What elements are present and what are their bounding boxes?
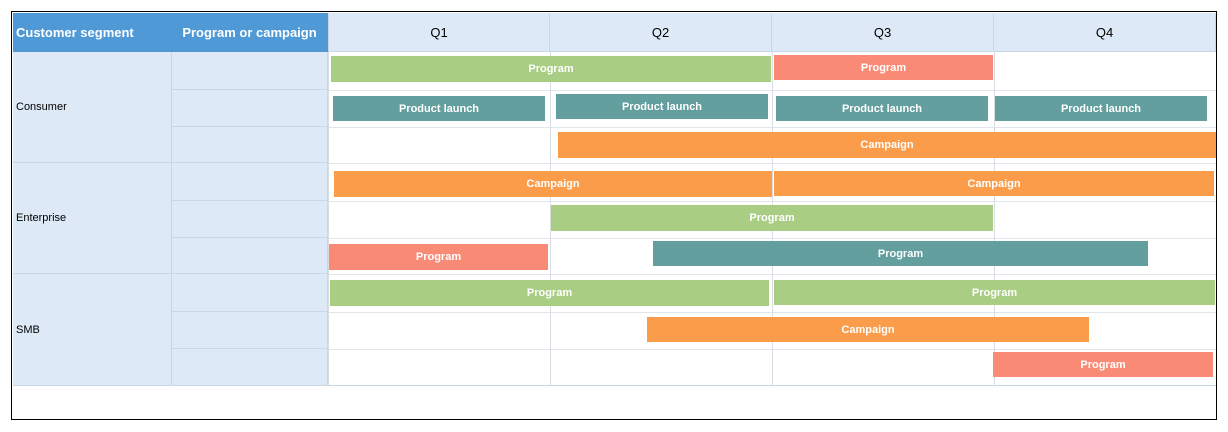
segment-consumer: Consumer [13,52,171,163]
bar-label: Product launch [621,100,703,113]
segment-consumer-label: Consumer [16,101,67,113]
bar-label: Campaign [526,178,580,190]
header-customer-segment: Customer segment [13,13,171,52]
consumer-program-bar[interactable]: Program [774,55,993,80]
enterprise-campaign-bar[interactable]: Campaign [774,171,1214,196]
program-cell [171,274,328,312]
enterprise-campaign-bar[interactable]: Campaign [334,171,772,197]
table-bottom-line [13,385,1216,386]
segment-smb: SMB [13,274,171,386]
header-program-or-campaign: Program or campaign [171,13,328,52]
header-q3: Q3 [772,13,994,52]
segment-enterprise: Enterprise [13,163,171,274]
header-program-label: Program or campaign [182,25,317,40]
enterprise-program-bar[interactable]: Program [653,241,1148,266]
header-q1-label: Q1 [430,24,448,40]
bar-label: Program [971,286,1018,299]
header-q2-label: Q2 [651,24,670,40]
smb-program-bar[interactable]: Program [993,352,1213,377]
bar-label: Campaign [860,139,914,151]
header-q1: Q1 [328,13,550,52]
program-cell [171,52,328,90]
header-q3-label: Q3 [873,24,892,40]
consumer-product-launch-bar[interactable]: Product launch [776,96,988,121]
bar-label: Program [860,61,907,74]
bar-label: Product launch [841,102,923,115]
bar-label: Program [749,212,795,224]
program-cell [171,312,328,349]
bar-label: Product launch [1060,102,1142,115]
header-q4: Q4 [994,13,1216,52]
enterprise-program-bar[interactable]: Program [551,205,993,231]
consumer-product-launch-bar[interactable]: Product launch [556,94,768,119]
roadmap-table: Customer segment Program or campaign Q1 … [11,11,1217,420]
bar-label: Product launch [398,102,480,115]
smb-program-bar[interactable]: Program [774,280,1215,305]
program-cell [171,238,328,274]
consumer-campaign-bar[interactable]: Campaign [558,132,1216,158]
header-q4-label: Q4 [1095,24,1114,40]
program-cell [171,90,328,127]
bar-label: Campaign [841,323,895,336]
grid-col-line [550,52,551,386]
program-cell [171,127,328,163]
program-cell [171,163,328,201]
consumer-program-bar[interactable]: Program [331,56,771,82]
grid-col-line [328,52,329,386]
bar-label: Program [877,247,924,260]
consumer-product-launch-bar[interactable]: Product launch [995,96,1207,121]
segment-smb-label: SMB [16,323,40,336]
program-cell [171,201,328,238]
grid-col-line [994,52,995,386]
bar-label: Campaign [967,177,1021,190]
enterprise-program-bar[interactable]: Program [329,244,548,270]
bar-label: Program [528,63,574,75]
smb-program-bar[interactable]: Program [330,280,769,306]
segment-enterprise-label: Enterprise [16,212,67,224]
header-customer-segment-label: Customer segment [16,25,134,40]
consumer-product-launch-bar[interactable]: Product launch [333,96,545,121]
bar-label: Program [526,287,573,299]
header-q2: Q2 [550,13,772,52]
bar-label: Program [415,251,462,263]
program-cell [171,349,328,386]
smb-campaign-bar[interactable]: Campaign [647,317,1089,342]
bar-label: Program [1080,358,1126,371]
